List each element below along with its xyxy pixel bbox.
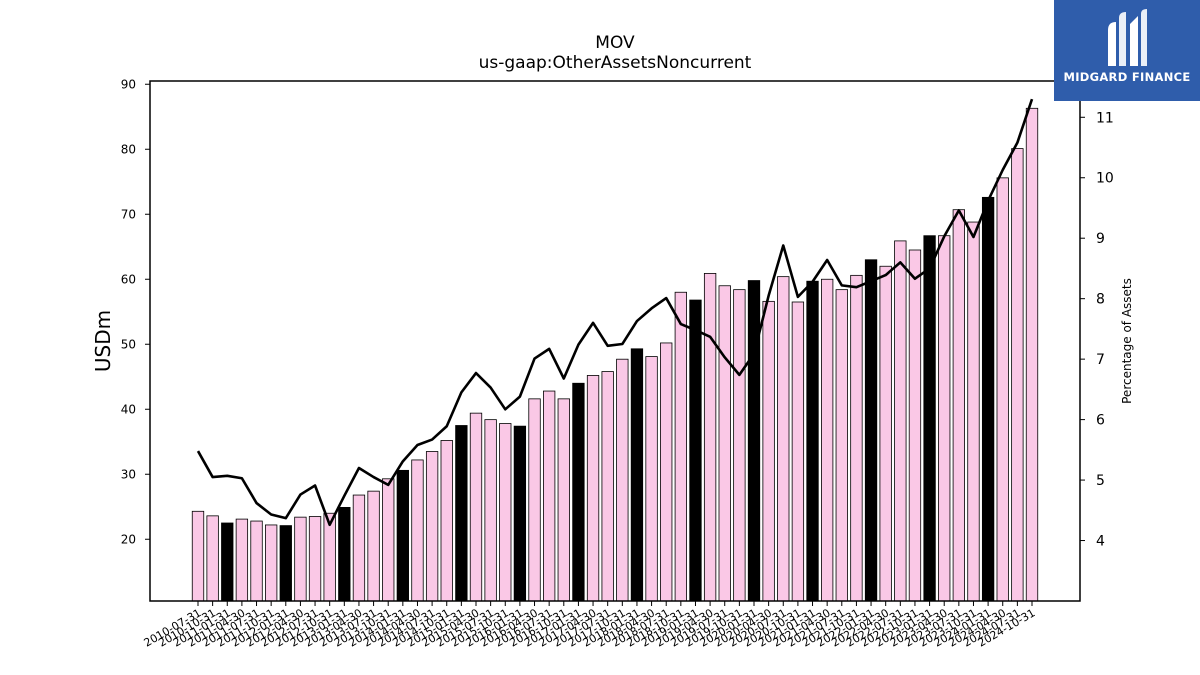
- bar-2018-01-31: [630, 348, 644, 602]
- bar-2019-04-30: [703, 272, 717, 602]
- y-tick-label: 30: [121, 467, 136, 481]
- x-axis: 2010-07-312010-10-312011-01-312011-04-30…: [142, 601, 1038, 650]
- bar-2023-07-31: [952, 209, 965, 602]
- bar-2023-01-31: [923, 235, 936, 602]
- y2-tick-label: 4: [1096, 534, 1105, 550]
- bar-2023-10-31: [967, 221, 980, 602]
- bar-2022-07-31: [894, 240, 907, 602]
- bar-2017-07-31: [601, 371, 614, 602]
- bar-2013-07-31: [367, 490, 380, 602]
- bar-2021-10-31: [850, 274, 863, 602]
- brand-logo: MIDGARD FINANCE: [1054, 0, 1200, 101]
- bar-2015-01-31: [455, 425, 468, 602]
- bar-2020-01-31: [747, 280, 761, 602]
- bar-2016-07-31: [543, 390, 556, 602]
- bar-2021-07-31: [835, 289, 848, 602]
- bar-2011-10-31: [265, 524, 278, 602]
- bar-2014-04-30: [411, 459, 424, 602]
- plot-frame: [149, 80, 1081, 602]
- y-tick-label: 60: [121, 272, 136, 286]
- bar-2012-07-31: [308, 516, 322, 602]
- chart-subtitle: us-gaap:OtherAssetsNoncurrent: [479, 53, 752, 73]
- bar-2015-07-31: [484, 419, 497, 602]
- bar-2017-04-30: [586, 375, 600, 602]
- bar-2020-04-30: [762, 300, 775, 602]
- bar-2016-10-31: [557, 398, 570, 602]
- bar-2024-10-31: [1025, 107, 1039, 602]
- y-tick-label: 20: [121, 532, 136, 546]
- bar-2021-04-30: [821, 278, 834, 602]
- bar-2019-10-31: [733, 289, 746, 602]
- bar-2018-10-31: [674, 291, 687, 602]
- bar-2012-04-30: [294, 516, 307, 602]
- y-tick-label: 80: [121, 142, 136, 156]
- y2-axis-label: Percentage of Assets: [1120, 278, 1134, 404]
- bar-2010-10-31: [206, 515, 219, 602]
- bar-2012-10-31: [323, 512, 336, 602]
- y2-tick-label: 10: [1096, 171, 1114, 187]
- bar-2023-04-30: [938, 235, 951, 602]
- y2-tick-label: 5: [1096, 473, 1105, 489]
- bar-2018-07-31: [660, 342, 673, 602]
- bar-2022-10-31: [908, 249, 922, 602]
- y2-tick-label: 8: [1096, 292, 1105, 308]
- bar-2024-01-31: [981, 196, 995, 602]
- bar-2011-04-30: [235, 518, 249, 602]
- bar-2013-01-31: [338, 506, 351, 602]
- bar-2022-01-31: [864, 259, 878, 602]
- y-tick-label: 40: [121, 402, 136, 416]
- bar-2013-10-31: [382, 478, 395, 602]
- bar-2010-07-31: [191, 510, 205, 602]
- y2-tick-label: 6: [1096, 413, 1105, 429]
- y2-tick-label: 7: [1096, 352, 1105, 368]
- bar-2019-01-31: [689, 299, 702, 602]
- bar-2024-04-30: [996, 177, 1009, 602]
- bar-2011-01-31: [221, 522, 234, 602]
- bar-2016-04-30: [528, 398, 541, 602]
- y2-tick-label: 11: [1096, 110, 1114, 126]
- logo-text: MIDGARD FINANCE: [1063, 70, 1191, 84]
- bar-2014-10-31: [440, 440, 453, 602]
- bar-2019-07-31: [718, 285, 731, 602]
- bar-2014-01-31: [396, 469, 409, 602]
- bar-2020-10-31: [791, 301, 805, 602]
- bar-2021-01-31: [806, 280, 819, 602]
- bar-2016-01-31: [513, 425, 527, 602]
- y-tick-label: 90: [121, 77, 136, 91]
- percentage-line: [196, 98, 1034, 527]
- y2-tick-label: 9: [1096, 231, 1105, 247]
- line-series: [196, 98, 1034, 527]
- bar-2012-01-31: [279, 525, 292, 602]
- bar-2017-01-31: [572, 382, 585, 602]
- bar-2015-10-31: [499, 423, 512, 602]
- bar-2024-07-31: [1011, 148, 1024, 602]
- y-tick-label: 70: [121, 207, 136, 221]
- y-tick-label: 50: [121, 337, 136, 351]
- bar-series: [191, 107, 1039, 602]
- bar-2018-04-30: [645, 356, 658, 602]
- bar-2017-10-31: [616, 358, 629, 602]
- chart-title: MOV: [595, 33, 635, 53]
- logo-mark-icon: [1108, 9, 1147, 66]
- left-y-axis: 20 30 40 50 60 70 80 90: [121, 77, 150, 546]
- y-axis-label: USDm: [91, 310, 115, 372]
- right-y-axis: 4 5 6 7 8 9 10 11: [1080, 110, 1114, 550]
- bar-2014-07-31: [425, 451, 439, 602]
- bar-2011-07-31: [250, 520, 263, 602]
- bar-2015-04-30: [469, 412, 483, 602]
- bar-2013-04-30: [352, 494, 366, 602]
- bar-2022-04-30: [879, 265, 892, 602]
- bar-2020-07-31: [777, 276, 790, 602]
